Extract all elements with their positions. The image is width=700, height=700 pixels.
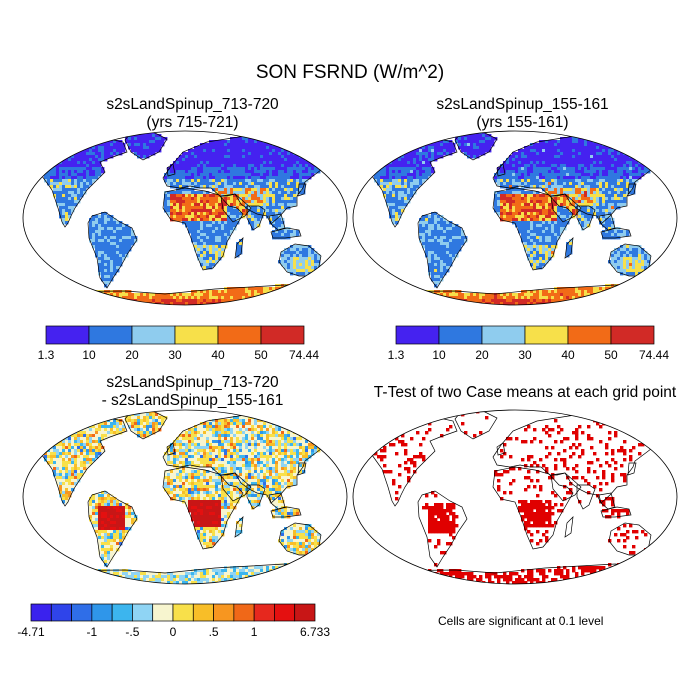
- colorbar-difference-tick-label: 1: [251, 625, 258, 639]
- colorbar-case2-box: [610, 325, 655, 345]
- colorbar-difference-box: [132, 603, 154, 622]
- panel-title-ttest: T-Test of two Case means at each grid po…: [350, 384, 700, 402]
- colorbar-case2-tick-label: 20: [475, 348, 489, 362]
- colorbar-case1-tick-label: 40: [211, 348, 225, 362]
- panel-title-case2: s2sLandSpinup_155-161 (yrs 155-161): [350, 96, 695, 132]
- colorbar-case1-box: [217, 325, 262, 345]
- colorbar-case1-tick-label: 1.3: [38, 348, 55, 362]
- panel-title-case1-line2: (yrs 715-721): [146, 114, 239, 131]
- colorbar-difference-box: [233, 603, 255, 622]
- panel-title-diff-line2: - s2sLandSpinup_155-161: [101, 392, 284, 409]
- colorbar-case2-box: [524, 325, 569, 345]
- colorbar-case1-box: [260, 325, 305, 345]
- colorbar-case1-tick-label: 74.44: [289, 348, 319, 362]
- colorbar-difference-box: [111, 603, 133, 622]
- colorbar-difference-tick-label: 0: [170, 625, 177, 639]
- colorbar-case1-tick-label: 10: [82, 348, 96, 362]
- colorbar-difference-box: [213, 603, 235, 622]
- colorbar-case1-box: [88, 325, 133, 345]
- colorbar-case2-box: [567, 325, 612, 345]
- colorbar-case2-box: [438, 325, 483, 345]
- colorbar-difference-box: [152, 603, 174, 622]
- colorbar-case2: 1.3 10 20 30 40 50 74.44: [388, 325, 669, 362]
- colorbar-case2-tick-label: 10: [432, 348, 446, 362]
- colorbar-case1-tick-label: 30: [168, 348, 182, 362]
- colorbar-difference-box: [274, 603, 296, 622]
- colorbar-difference-tick-label: -4.71: [17, 625, 45, 639]
- colorbar-case2-tick-label: 74.44: [639, 348, 669, 362]
- panel-title-diff-line1: s2sLandSpinup_713-720: [106, 374, 279, 391]
- ttest-significance-note: Cells are significant at 0.1 level: [438, 614, 604, 628]
- colorbar-case2-box: [395, 325, 440, 345]
- colorbar-difference: -4.71 -1 -.5 0 .5 1 6.733: [17, 603, 330, 639]
- map-case2: [352, 130, 678, 306]
- panel-title-case1-line1: s2sLandSpinup_713-720: [106, 96, 279, 113]
- colorbar-difference-box: [50, 603, 72, 622]
- colorbar-case1: 1.3 10 20 30 40 50 74.44: [38, 325, 319, 362]
- colorbar-case2-box: [481, 325, 526, 345]
- colorbar-case1-box: [45, 325, 90, 345]
- colorbar-difference-box: [30, 603, 52, 622]
- colorbar-difference-box: [172, 603, 194, 622]
- colorbar-case2-tick-label: 30: [518, 348, 532, 362]
- map-difference: [22, 409, 348, 585]
- panel-title-case2-line2: (yrs 155-161): [476, 114, 569, 131]
- map-case1: [22, 130, 348, 306]
- colorbar-difference-tick-label: -1: [87, 625, 98, 639]
- panel-title-diff: s2sLandSpinup_713-720 - s2sLandSpinup_15…: [20, 374, 365, 410]
- colorbar-difference-box: [192, 603, 214, 622]
- colorbar-case2-tick-label: 1.3: [388, 348, 405, 362]
- panel-title-case2-line1: s2sLandSpinup_155-161: [436, 96, 609, 113]
- colorbar-case1-tick-label: 50: [254, 348, 268, 362]
- figure-title: SON FSRND (W/m^2): [255, 62, 445, 83]
- panel-title-ttest-line1: T-Test of two Case means at each grid po…: [373, 384, 677, 401]
- colorbar-difference-tick-label: 6.733: [300, 625, 330, 639]
- colorbar-difference-tick-label: -.5: [125, 625, 139, 639]
- colorbar-case1-box: [174, 325, 219, 345]
- colorbar-difference-box: [294, 603, 316, 622]
- colorbar-case1-box: [131, 325, 176, 345]
- colorbar-case2-tick-label: 40: [561, 348, 575, 362]
- panel-title-case1: s2sLandSpinup_713-720 (yrs 715-721): [20, 96, 365, 132]
- colorbar-difference-box: [71, 603, 93, 622]
- colorbar-difference-box: [91, 603, 113, 622]
- map-ttest-significance: [352, 409, 678, 585]
- colorbar-difference-tick-label: .5: [209, 625, 219, 639]
- colorbar-case2-tick-label: 50: [604, 348, 618, 362]
- colorbar-case1-tick-label: 20: [125, 348, 139, 362]
- colorbar-difference-box: [253, 603, 275, 622]
